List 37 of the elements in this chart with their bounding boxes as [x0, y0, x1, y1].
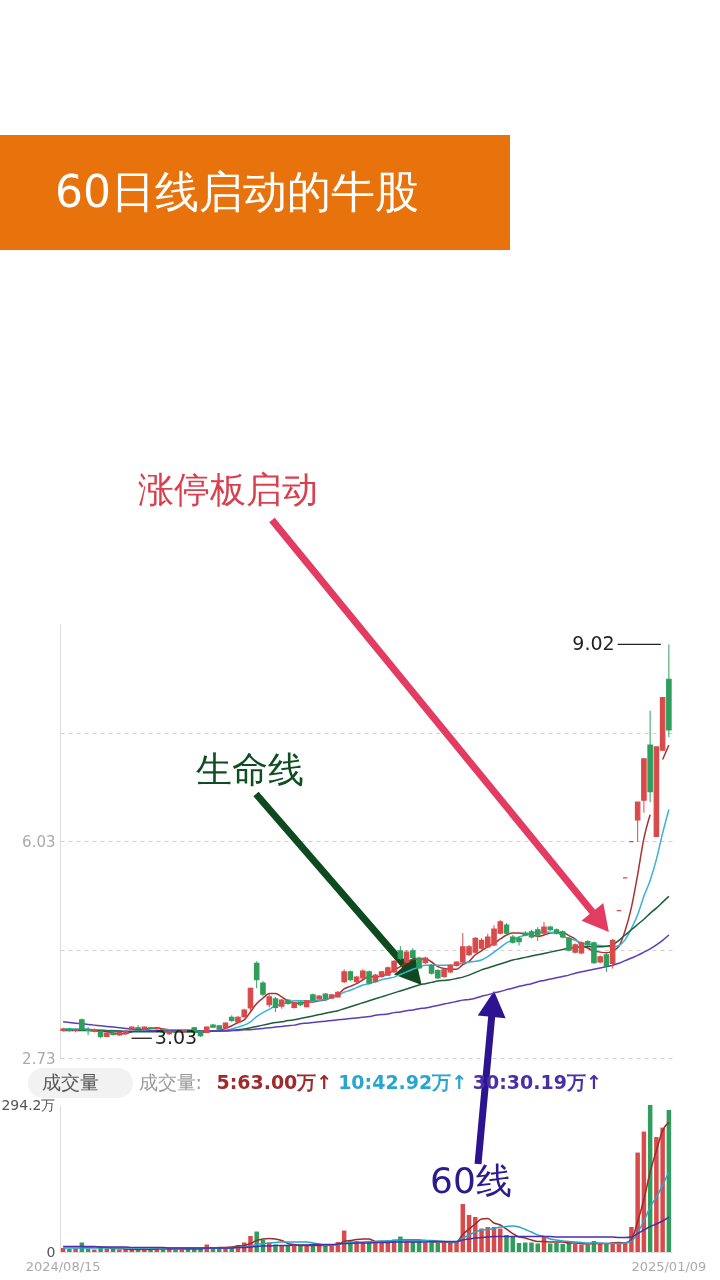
- legend-title: 成交量:: [138, 1071, 202, 1093]
- bar: [435, 1243, 441, 1252]
- bar: [92, 1249, 97, 1252]
- bar: [85, 1249, 91, 1252]
- y-tick-label: 294.2万: [1, 1096, 56, 1113]
- text: 成交量: [42, 1071, 99, 1093]
- text: 5:63.00万↑: [216, 1071, 333, 1093]
- bar: [498, 1228, 503, 1252]
- candlestick: [609, 938, 616, 970]
- line-series: [62, 934, 670, 1032]
- annotation: 9.02: [572, 632, 615, 655]
- x-tick-label: 2025/01/09: [631, 1258, 707, 1274]
- chart-title: 60日线启动的牛股: [55, 166, 419, 217]
- candlestick: [253, 960, 260, 989]
- candlestick: [634, 801, 641, 843]
- candlestick: [135, 1024, 141, 1033]
- bar: [585, 1245, 590, 1252]
- bar: [323, 1246, 328, 1252]
- y-tick-label: 6.03: [22, 832, 56, 851]
- bar: [110, 1249, 116, 1252]
- bar: [516, 1243, 522, 1252]
- annotation: 3.03: [154, 1026, 198, 1049]
- y-tick-label: 0: [46, 1243, 56, 1260]
- bar: [67, 1249, 72, 1252]
- text: 10:42.92万↑: [338, 1071, 468, 1093]
- x-tick-label: 2024/08/15: [25, 1258, 101, 1274]
- bar: [423, 1242, 428, 1252]
- text: 涨停板启动: [138, 469, 318, 510]
- annotation: 生命线: [196, 749, 304, 790]
- line-series: [62, 1216, 670, 1249]
- annotation: 60线: [430, 1160, 512, 1201]
- candlestick: [603, 952, 610, 973]
- bar: [579, 1244, 584, 1252]
- bar: [298, 1246, 303, 1252]
- bar: [504, 1235, 509, 1252]
- bar: [429, 1242, 434, 1252]
- y-tick-label: 2.73: [22, 1049, 56, 1068]
